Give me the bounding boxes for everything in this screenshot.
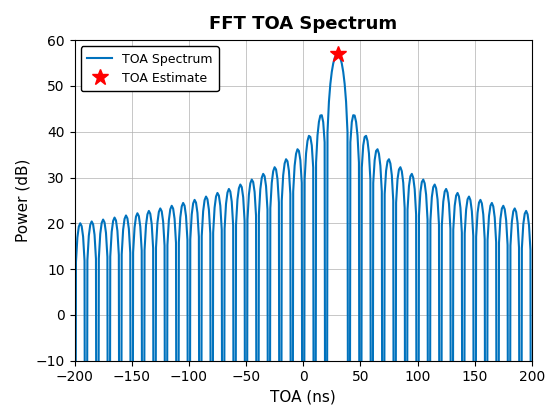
- Y-axis label: Power (dB): Power (dB): [15, 159, 30, 242]
- TOA Spectrum: [274, 177, 281, 182]
- TOA Spectrum: [360, 143, 367, 148]
- TOA Spectrum: [334, 51, 341, 56]
- Legend: TOA Spectrum, TOA Estimate: TOA Spectrum, TOA Estimate: [81, 46, 219, 91]
- Line: TOA Spectrum: TOA Spectrum: [74, 54, 532, 420]
- Title: FFT TOA Spectrum: FFT TOA Spectrum: [209, 15, 397, 33]
- TOA Spectrum: [347, 140, 354, 145]
- TOA Spectrum: [164, 242, 171, 247]
- TOA Spectrum: [484, 237, 491, 242]
- X-axis label: TOA (ns): TOA (ns): [270, 390, 336, 405]
- TOA Spectrum: [397, 165, 404, 170]
